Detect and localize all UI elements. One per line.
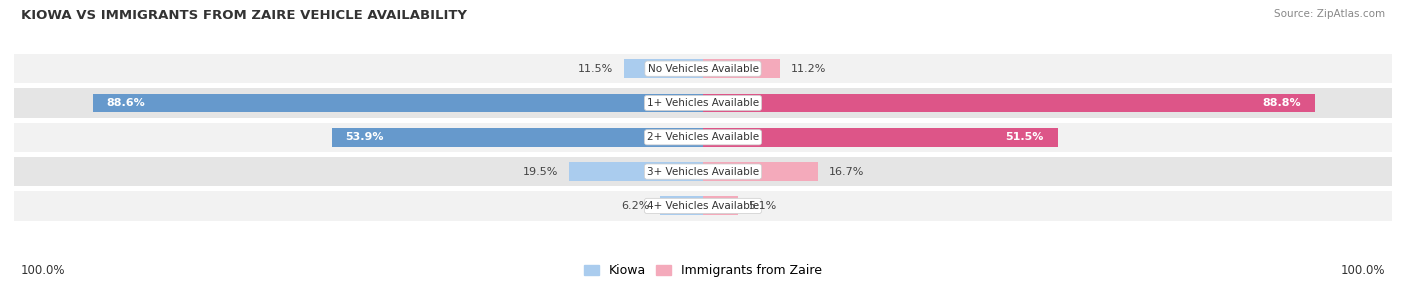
Text: 19.5%: 19.5% — [523, 167, 558, 176]
Bar — [14, 88, 1392, 118]
Bar — [14, 191, 1392, 221]
Text: 51.5%: 51.5% — [1005, 132, 1045, 142]
Bar — [14, 54, 1392, 83]
Text: 100.0%: 100.0% — [21, 265, 66, 277]
Text: KIOWA VS IMMIGRANTS FROM ZAIRE VEHICLE AVAILABILITY: KIOWA VS IMMIGRANTS FROM ZAIRE VEHICLE A… — [21, 9, 467, 21]
Text: 88.8%: 88.8% — [1263, 98, 1301, 108]
Bar — [14, 157, 1392, 186]
Text: 11.2%: 11.2% — [790, 64, 825, 74]
Bar — [624, 59, 703, 78]
Text: 16.7%: 16.7% — [828, 167, 863, 176]
Legend: Kiowa, Immigrants from Zaire: Kiowa, Immigrants from Zaire — [579, 259, 827, 282]
Text: No Vehicles Available: No Vehicles Available — [648, 64, 758, 74]
Bar — [703, 94, 1315, 112]
Text: 3+ Vehicles Available: 3+ Vehicles Available — [647, 167, 759, 176]
Text: 88.6%: 88.6% — [107, 98, 145, 108]
Bar — [332, 128, 703, 147]
Bar — [661, 196, 703, 215]
Bar — [703, 196, 738, 215]
Bar — [14, 123, 1392, 152]
Text: 5.1%: 5.1% — [748, 201, 776, 211]
Text: 1+ Vehicles Available: 1+ Vehicles Available — [647, 98, 759, 108]
Bar — [703, 59, 780, 78]
Text: 4+ Vehicles Available: 4+ Vehicles Available — [647, 201, 759, 211]
Text: 11.5%: 11.5% — [578, 64, 613, 74]
Text: 100.0%: 100.0% — [1340, 265, 1385, 277]
Text: 53.9%: 53.9% — [346, 132, 384, 142]
Text: 2+ Vehicles Available: 2+ Vehicles Available — [647, 132, 759, 142]
Bar — [703, 128, 1057, 147]
Bar — [568, 162, 703, 181]
Text: 6.2%: 6.2% — [621, 201, 650, 211]
Bar — [93, 94, 703, 112]
Text: Source: ZipAtlas.com: Source: ZipAtlas.com — [1274, 9, 1385, 19]
Bar — [703, 162, 818, 181]
